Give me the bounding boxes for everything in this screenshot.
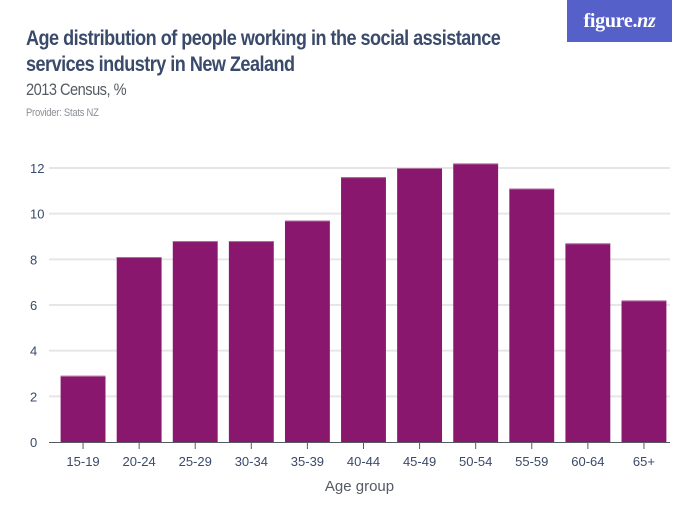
- bar: [565, 243, 611, 442]
- bar: [453, 163, 499, 442]
- x-tick-label: 15-19: [66, 454, 99, 469]
- bar-top-edge: [341, 177, 386, 179]
- y-tick-label: 8: [30, 252, 37, 267]
- chart-subtitle: 2013 Census, %: [26, 80, 127, 99]
- bar-top-edge: [453, 163, 499, 165]
- bar: [116, 257, 162, 442]
- y-tick-label: 12: [30, 161, 44, 176]
- chart-title: Age distribution of people working in th…: [26, 26, 501, 78]
- figure-nz-logo[interactable]: figure. nz: [567, 0, 672, 42]
- bar-top-edge: [621, 300, 667, 302]
- x-tick-label: 30-34: [235, 454, 268, 469]
- bar-top-edge: [228, 241, 274, 243]
- y-tick-label: 6: [30, 298, 37, 313]
- bar: [172, 241, 218, 442]
- bar: [228, 241, 274, 442]
- bar: [284, 220, 330, 442]
- chart-title-line-1: Age distribution of people working in th…: [26, 27, 501, 50]
- y-axis-labels: 0 2 4 6 8 10 12: [30, 161, 44, 450]
- bar-top-edge: [172, 241, 218, 243]
- x-axis-title: Age group: [325, 478, 394, 495]
- x-tick-label: 35-39: [291, 454, 324, 469]
- bar-top-edge: [60, 375, 106, 377]
- x-tick-label: 25-29: [179, 454, 212, 469]
- bar: [60, 375, 106, 442]
- x-tick-label: 55-59: [515, 454, 548, 469]
- x-tick-label: 65+: [633, 454, 655, 469]
- logo-text-main: figure.: [583, 9, 638, 32]
- bar: [509, 188, 555, 442]
- y-tick-label: 10: [30, 207, 44, 222]
- x-tick-label: 20-24: [123, 454, 156, 469]
- bar-top-edge: [397, 168, 443, 169]
- bar-top-edge: [116, 257, 162, 259]
- x-tick-label: 50-54: [459, 454, 492, 469]
- bar: [397, 168, 443, 442]
- y-tick-label: 4: [30, 344, 37, 359]
- bar: [621, 300, 667, 442]
- bar: [341, 177, 386, 442]
- y-tick-label: 0: [30, 435, 37, 450]
- y-tick-label: 2: [30, 389, 37, 404]
- bars: [60, 163, 667, 442]
- provider-label: Provider: Stats NZ: [26, 107, 99, 119]
- x-tick-label: 45-49: [403, 454, 436, 469]
- bar-top-edge: [284, 220, 330, 222]
- x-tick-label: 60-64: [571, 454, 604, 469]
- logo-text-accent: nz: [637, 9, 656, 32]
- chart-title-line-2: services industry in New Zealand: [26, 53, 295, 76]
- x-tick-label: 40-44: [347, 454, 380, 469]
- bar-top-edge: [565, 243, 611, 245]
- x-axis: 15-19 20-24 25-29 30-34 35-39 40-44 45-49 50-54…: [49, 442, 670, 469]
- bar-top-edge: [509, 188, 555, 190]
